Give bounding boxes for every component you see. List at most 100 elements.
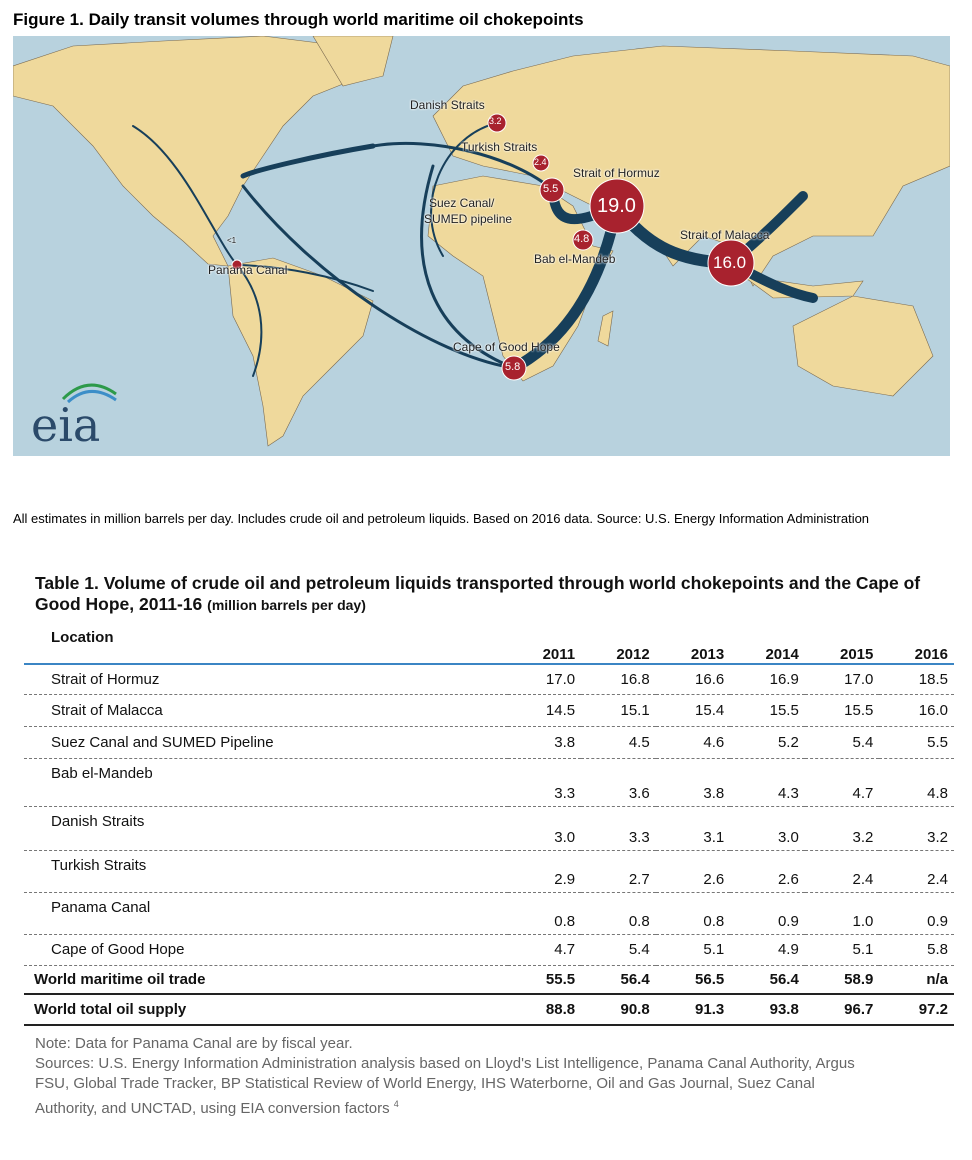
figure-title: Figure 1. Daily transit volumes through … [13,10,584,29]
cell-value: 5.1 [804,934,880,966]
table-row: Strait of Hormuz 17.0 16.8 16.6 16.9 17.0 18.5 [24,664,954,695]
value-turkish: 2.4 [534,157,547,167]
cell-value: 16.6 [655,664,731,695]
cell-value: 0.8 [655,892,731,935]
row-location: Danish Straits [24,806,509,851]
cell-value: 3.3 [581,806,656,851]
cell-value: 3.1 [655,806,731,851]
value-suez: 5.5 [543,183,559,195]
cell-value: 3.8 [655,758,731,807]
col-header: 2011 [542,646,576,663]
north-america [13,36,364,267]
cell-value: 14.5 [508,694,582,727]
table-row: Suez Canal and SUMED Pipeline 3.8 4.5 4.6 5.… [24,726,954,759]
cell-value: 90.8 [581,994,656,1026]
table-notes: Note: Data for Panama Canal are by fisca… [35,1034,865,1119]
cell-value: 5.8 [879,934,954,966]
col-header: 2016 [914,646,948,663]
cell-value: 55.5 [508,965,582,995]
cell-value: 18.5 [879,664,954,695]
cell-value: 15.5 [804,694,880,727]
cell-value: 3.3 [508,758,582,807]
greenland [312,36,394,87]
table-row: Danish Straits 3.0 3.3 3.1 3.0 3.2 3.2 [24,806,954,851]
col-header: 2015 [840,646,874,663]
cell-value: n/a [879,965,954,995]
row-location: Panama Canal [24,892,509,935]
cell-value: 17.0 [804,664,880,695]
label-cape: Cape of Good Hope [453,340,560,354]
value-malacca: 16.0 [713,253,747,272]
label-turkish-straits: Turkish Straits [461,140,538,154]
cell-value: 93.8 [730,994,805,1026]
col-header: Location [51,629,114,646]
row-location: Strait of Hormuz [24,664,509,695]
cell-value: 0.9 [879,892,954,935]
australia [792,295,934,397]
eia-logo-arcs [61,383,117,404]
cell-value: 5.4 [581,934,656,966]
cell-value: 5.5 [879,726,954,759]
cell-value: 3.0 [730,806,805,851]
cell-value: 2.4 [804,850,880,893]
cell-value: 2.6 [730,850,805,893]
cell-value: 17.0 [508,664,582,695]
cell-value: 5.4 [804,726,880,759]
label-sumed: SUMED pipeline [424,212,513,226]
chokepoint-bubbles [231,113,755,381]
cell-value: 4.3 [730,758,805,807]
label-suez: Suez Canal/ [429,196,495,210]
value-bab: 4.8 [574,233,590,245]
cell-value: 3.6 [581,758,656,807]
eia-logo: eia [31,398,101,452]
table-row: World total oil supply 88.8 90.8 91.3 93.8 96… [24,994,954,1026]
cell-value: 4.5 [581,726,656,759]
row-location: Bab el-Mandeb [24,758,509,807]
cell-value: 3.0 [508,806,582,851]
cell-value: 16.0 [879,694,954,727]
cell-value: 2.4 [879,850,954,893]
cell-value: 16.8 [581,664,656,695]
cell-value: 96.7 [804,994,880,1026]
cell-value: 15.4 [655,694,731,727]
table-row: World maritime oil trade 55.5 56.4 56.5 56.4… [24,965,954,995]
value-hormuz: 19.0 [597,195,636,217]
cell-value: 5.1 [655,934,731,966]
col-header: 2014 [765,646,799,663]
table-row: Turkish Straits 2.9 2.7 2.6 2.6 2.4 2.4 [24,850,954,893]
cell-value: 88.8 [508,994,582,1026]
cell-value: 58.9 [804,965,880,995]
cell-value: 91.3 [655,994,731,1026]
cell-value: 1.0 [804,892,880,935]
cell-value: 97.2 [879,994,954,1026]
value-cape: 5.8 [505,361,521,373]
figure-caption: All estimates in million barrels per day… [13,511,870,526]
label-hormuz: Strait of Hormuz [573,166,660,180]
row-location: Cape of Good Hope [24,934,509,966]
col-header: 2013 [690,646,725,663]
south-america [227,257,374,447]
cell-value: 0.9 [730,892,805,935]
note-text: Note: Data for Panama Canal are by fisca… [35,1035,353,1052]
value-panama: <1 [227,236,237,245]
madagascar [597,310,614,347]
cell-value: 56.4 [581,965,656,995]
cell-value: 15.5 [730,694,805,727]
table-row: Strait of Malacca 14.5 15.1 15.4 15.5 15.5 16.… [24,694,954,727]
cell-value: 4.7 [508,934,582,966]
cell-value: 0.8 [508,892,582,935]
cell-value: 4.9 [730,934,805,966]
chokepoint-volume-table: Location 2011 2012 2013 2014 2015 2016 S… [24,625,954,1026]
world-map [13,36,950,447]
cell-value: 2.7 [581,850,656,893]
cell-value: 3.2 [879,806,954,851]
value-danish: 3.2 [489,116,502,126]
row-location: Strait of Malacca [24,694,509,727]
cell-value: 15.1 [581,694,656,727]
label-malacca: Strait of Malacca [680,228,770,242]
row-location: World maritime oil trade [24,965,509,995]
cell-value: 56.4 [730,965,805,995]
chokepoints-map: Danish Straits Turkish Straits Suez Cana… [13,36,950,456]
cell-value: 2.6 [655,850,731,893]
label-danish-straits: Danish Straits [410,98,485,112]
